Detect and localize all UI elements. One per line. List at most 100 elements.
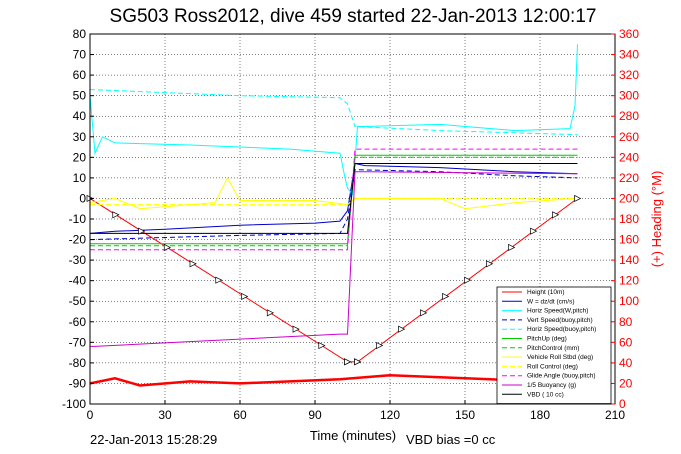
height-marker bbox=[163, 243, 172, 252]
y-tick-label: -70 bbox=[69, 335, 87, 349]
legend-entry: PitchUp (deg) bbox=[527, 336, 567, 343]
height-marker bbox=[398, 325, 406, 333]
y-tick-label: -40 bbox=[69, 274, 87, 288]
y-tick-label: -80 bbox=[69, 356, 87, 370]
x-axis-label: Time (minutes) bbox=[310, 428, 396, 443]
height-marker bbox=[508, 243, 516, 252]
height-marker bbox=[574, 194, 582, 203]
series-line-12 bbox=[90, 163, 578, 234]
height-marker bbox=[318, 341, 326, 350]
series-line-8 bbox=[89, 176, 578, 210]
y2-ticks: 0 20 40 60 80 100 120 140 160 180 200 220 240 260 280 3… bbox=[611, 27, 639, 411]
height-marker bbox=[112, 211, 120, 219]
y2-tick-label: 100 bbox=[619, 294, 639, 308]
x-tick-label: 90 bbox=[308, 408, 322, 422]
legend-entry: PitchControl (mm) bbox=[527, 345, 579, 352]
height-marker bbox=[530, 227, 538, 235]
x-tick-label: 30 bbox=[158, 408, 172, 422]
y-ticks: -100-90-80-70-60-50-40-30-20-10010203040… bbox=[62, 27, 94, 411]
series-line-7 bbox=[90, 156, 578, 247]
height-marker bbox=[266, 309, 275, 317]
y-tick-label: -20 bbox=[69, 233, 87, 247]
y2-tick-label: 360 bbox=[619, 27, 639, 41]
x-ticks: 0 30 60 90 120 150 180 210 bbox=[87, 400, 625, 422]
y2-tick-label: 60 bbox=[619, 335, 633, 349]
y2-tick-label: 120 bbox=[619, 274, 639, 288]
y-tick-label: -90 bbox=[69, 376, 87, 390]
height-marker bbox=[420, 309, 428, 317]
height-marker bbox=[486, 260, 494, 268]
y-tick-label: 40 bbox=[73, 109, 87, 123]
legend-entry: Glide Angle (buoy,pitch) bbox=[527, 373, 596, 380]
y2-tick-label: 20 bbox=[619, 376, 633, 390]
height-marker bbox=[138, 227, 146, 235]
y2-tick-label: 180 bbox=[619, 212, 639, 226]
x-tick-label: 210 bbox=[605, 408, 625, 422]
y-tick-label: 0 bbox=[79, 191, 86, 205]
y2-tick-label: 280 bbox=[619, 109, 639, 123]
y-tick-label: 70 bbox=[73, 48, 87, 62]
y-tick-label: 20 bbox=[73, 150, 87, 164]
y2-tick-label: 260 bbox=[619, 130, 639, 144]
x-tick-label: 180 bbox=[530, 408, 550, 422]
series-line-11 bbox=[90, 171, 578, 347]
height-marker bbox=[189, 260, 197, 268]
series-line-2 bbox=[89, 162, 578, 234]
height-marker bbox=[552, 211, 560, 219]
series-line-5 bbox=[89, 89, 578, 136]
height-marker bbox=[292, 325, 300, 333]
y2-tick-label: 220 bbox=[619, 171, 639, 185]
y-tick-label: -30 bbox=[69, 253, 87, 267]
y2-tick-label: 320 bbox=[619, 68, 639, 82]
y2-tick-label: 240 bbox=[619, 150, 639, 164]
y-tick-label: 10 bbox=[73, 171, 87, 185]
legend-entry: Horiz Speed(buoy,pitch) bbox=[527, 326, 596, 333]
y2-tick-label: 200 bbox=[619, 191, 639, 205]
chart-title: SG503 Ross2012, dive 459 started 22-Jan-… bbox=[110, 6, 597, 27]
legend-entry: Roll Control (deg) bbox=[527, 363, 578, 370]
series-layer bbox=[86, 44, 582, 387]
height-marker bbox=[241, 292, 249, 301]
y-tick-label: -10 bbox=[69, 212, 87, 226]
y2-tick-label: 160 bbox=[619, 233, 639, 247]
height-marker bbox=[344, 358, 352, 366]
x-tick-label: 0 bbox=[87, 408, 94, 422]
footer-vbd-bias: VBD bias =0 cc bbox=[406, 432, 496, 447]
legend-entry: Vehicle Roll Stbd (deg) bbox=[527, 354, 593, 361]
x-tick-label: 150 bbox=[455, 408, 475, 422]
series-line-9 bbox=[90, 197, 578, 206]
legend-box bbox=[496, 286, 612, 404]
legend-entry: Horiz Speed(W,pitch) bbox=[527, 308, 588, 315]
y2-tick-label: 140 bbox=[619, 253, 639, 267]
y-tick-label: -60 bbox=[69, 315, 87, 329]
y2-tick-label: 80 bbox=[619, 315, 633, 329]
legend-entry: W = dz/dt (cm/s) bbox=[527, 298, 575, 305]
y-tick-label: 50 bbox=[73, 89, 87, 103]
y2-tick-label: 0 bbox=[619, 397, 626, 411]
y-tick-label: 30 bbox=[73, 130, 87, 144]
legend-entry: 1/5 Buoyancy (g) bbox=[527, 382, 576, 389]
x-tick-label: 120 bbox=[380, 408, 400, 422]
y2-tick-label: 40 bbox=[619, 356, 633, 370]
height-marker bbox=[464, 276, 472, 284]
series-line-4 bbox=[89, 169, 578, 241]
height-marker bbox=[442, 292, 450, 301]
series-line-3 bbox=[89, 44, 578, 196]
legend-entry: Height (10m) bbox=[527, 289, 565, 296]
y2-axis-label: (+) Heading (°M) bbox=[649, 171, 664, 268]
y-tick-label: -50 bbox=[69, 294, 87, 308]
legend-entry: Vert Speed(buoy,pitch) bbox=[527, 317, 593, 324]
legend-entry: VBD ( 10 cc) bbox=[527, 391, 564, 398]
height-marker bbox=[376, 341, 384, 350]
y2-tick-label: 300 bbox=[619, 89, 639, 103]
y-tick-label: 60 bbox=[73, 68, 87, 82]
legend: Height (10m) W = dz/dt (cm/s) Horiz Speed(… bbox=[496, 286, 612, 404]
y-tick-label: 80 bbox=[73, 27, 87, 41]
y2-tick-label: 340 bbox=[619, 48, 639, 62]
height-marker bbox=[354, 358, 362, 366]
footer-timestamp: 22-Jan-2013 15:28:29 bbox=[90, 432, 217, 447]
y-tick-label: -100 bbox=[62, 397, 86, 411]
height-marker bbox=[215, 276, 223, 284]
x-tick-label: 60 bbox=[233, 408, 247, 422]
